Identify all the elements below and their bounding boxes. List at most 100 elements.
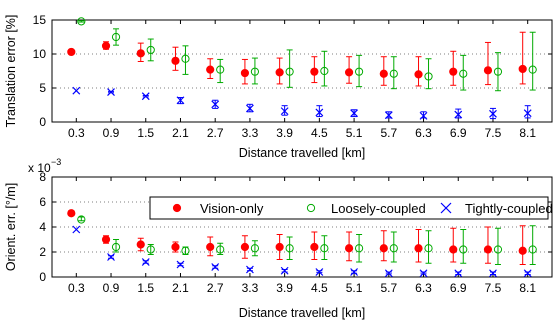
bottom-xtick-label: 2.1: [172, 281, 189, 295]
bottom-point-vision: [67, 209, 76, 218]
bottom-point-vision: [240, 242, 250, 252]
bottom-point-vision: [344, 244, 354, 253]
top-point-loose: [181, 54, 190, 63]
top-point-loose: [389, 69, 398, 78]
top-xtick-label: 0.9: [103, 126, 120, 140]
top-point-loose: [250, 67, 260, 76]
top-xlabel: Distance travelled [km]: [239, 146, 365, 160]
bottom-ytick-label: 0: [39, 270, 46, 284]
bottom-xtick-label: 8.1: [519, 281, 536, 295]
bottom-scale-exponent: −3: [51, 157, 61, 167]
bottom-point-vision: [136, 240, 145, 249]
bottom-point-vision: [101, 235, 111, 244]
top-point-loose: [216, 65, 225, 74]
bottom-point-vision: [449, 245, 458, 254]
top-point-tight: [523, 109, 532, 118]
legend-loose-label: Loosely-coupled: [331, 201, 426, 216]
bottom-xtick-label: 2.7: [207, 281, 224, 295]
bottom-scale-label: x 10: [28, 161, 51, 175]
legend-vision-marker: [172, 203, 182, 213]
bottom-point-loose: [354, 244, 364, 253]
top-ytick-label: 5: [39, 81, 46, 95]
top-point-loose: [459, 69, 468, 78]
bottom-point-tight: [211, 263, 220, 271]
bottom-point-tight: [176, 260, 185, 269]
bottom-xtick-label: 3.3: [242, 281, 259, 295]
bottom-xtick-label: 6.9: [450, 281, 467, 295]
top-point-vision: [171, 56, 180, 65]
bottom-point-tight: [107, 253, 115, 261]
legend-tight-label: Tightly-coupled: [465, 201, 553, 216]
bottom-point-loose: [285, 244, 294, 253]
bottom-xtick-label: 5.7: [380, 281, 397, 295]
top-xtick-label: 4.5: [311, 126, 328, 140]
bottom-point-vision: [483, 245, 493, 254]
top-ylabel: Translation error [%]: [4, 15, 18, 128]
bottom-point-loose: [528, 245, 537, 254]
bottom-point-tight: [141, 258, 150, 266]
top-xtick-label: 6.9: [450, 126, 467, 140]
top-point-tight: [211, 100, 220, 109]
top-point-loose: [424, 72, 433, 81]
bottom-point-tight: [384, 269, 393, 278]
top-xtick-label: 7.5: [485, 126, 502, 140]
bottom-point-loose: [111, 242, 121, 252]
bottom-point-tight: [454, 269, 463, 278]
top-point-tight: [72, 86, 81, 95]
bottom-point-tight: [315, 268, 324, 276]
top-point-loose: [320, 66, 329, 76]
top-point-vision: [449, 67, 458, 76]
bottom-point-vision: [518, 246, 527, 255]
top-point-vision: [136, 49, 145, 58]
top-point-vision: [240, 68, 250, 78]
bottom-ylabel: Orient. err. [°/m]: [4, 183, 18, 271]
legend-loose-marker: [306, 203, 316, 213]
bottom-point-loose: [250, 244, 260, 253]
bottom-ytick-label: 4: [39, 220, 46, 234]
top-xtick-label: 3.3: [242, 126, 259, 140]
bottom-xtick-label: 6.3: [415, 281, 432, 295]
bottom-xtick-label: 0.9: [103, 281, 120, 295]
bottom-point-tight: [280, 266, 289, 275]
top-point-vision: [344, 68, 354, 77]
top-plot-layer: 0 5 10 15 0.3 0.9 1.5 2.1 2.7 3.3 3.9 4.5 5.1 5.7 6.3 6…: [33, 13, 552, 140]
bottom-point-loose: [320, 244, 329, 253]
top-point-tight: [489, 109, 497, 118]
bottom-ytick-label: 2: [39, 245, 46, 259]
top-ytick-label: 0: [39, 115, 46, 129]
bottom-point-loose: [424, 244, 433, 253]
top-point-tight: [315, 108, 324, 117]
top-xtick-label: 5.1: [346, 126, 363, 140]
bottom-point-loose: [181, 246, 190, 255]
top-point-vision: [67, 47, 76, 57]
top-point-vision: [414, 70, 423, 79]
legend: Vision-only Loosely-coupled Tightly-coup…: [149, 196, 553, 220]
top-xtick-label: 3.9: [276, 126, 293, 140]
bottom-ytick-label: 8: [39, 170, 46, 184]
legend-vision-label: Vision-only: [200, 201, 264, 216]
bottom-point-tight: [72, 225, 81, 234]
bottom-xtick-label: 4.5: [311, 281, 328, 295]
top-point-vision: [310, 67, 319, 76]
top-xtick-label: 1.5: [137, 126, 154, 140]
bottom-point-vision: [310, 242, 319, 252]
top-point-tight: [419, 111, 428, 120]
bottom-point-loose: [216, 245, 225, 254]
bottom-point-loose: [77, 215, 86, 224]
bottom-point-loose: [493, 245, 503, 254]
bottom-ytick-label: 6: [39, 195, 46, 209]
bottom-point-tight: [245, 265, 254, 274]
top-point-tight: [280, 107, 289, 116]
top-point-loose: [111, 32, 121, 42]
top-xtick-label: 2.7: [207, 126, 224, 140]
bottom-xtick-label: 5.1: [346, 281, 363, 295]
top-point-loose: [285, 67, 294, 76]
bottom-point-vision: [206, 242, 215, 252]
top-xtick-label: 2.1: [172, 126, 189, 140]
bottom-plot-layer: 0 2 4 6 8 0.3 0.9 1.5 2.1 2.7 3.3 3.9 4.5 5.1 5.7 6.3 6.…: [39, 170, 552, 295]
top-point-tight: [454, 110, 463, 119]
bottom-point-tight: [523, 269, 532, 278]
bottom-point-vision: [379, 244, 388, 253]
top-point-vision: [206, 65, 215, 74]
